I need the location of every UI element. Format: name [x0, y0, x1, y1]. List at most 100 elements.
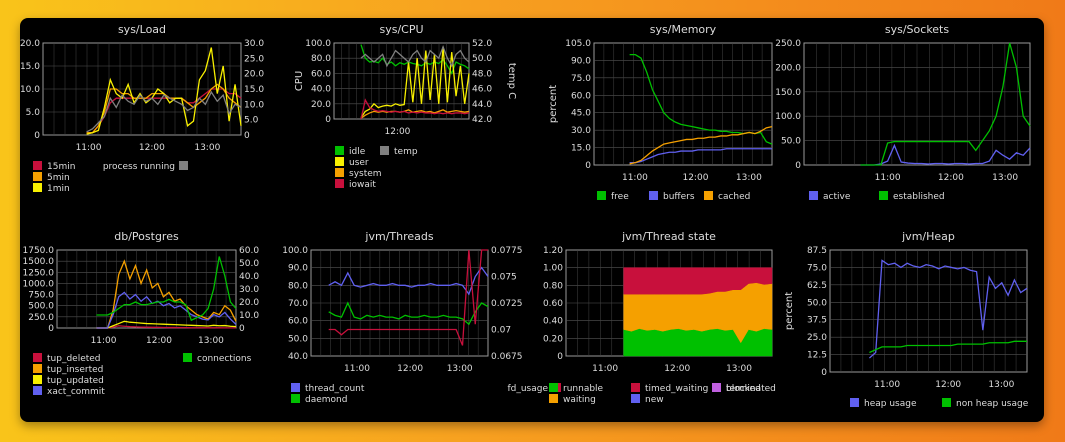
legend-swatch	[942, 398, 951, 407]
y-tick-label: 200.0	[775, 63, 801, 73]
y-tick-label: 20.0	[311, 100, 331, 110]
legend-swatch	[33, 375, 42, 384]
legend-label: timed_waiting	[645, 384, 708, 394]
legend-label: buffers	[663, 192, 695, 202]
y-tick-label: 0	[795, 161, 801, 171]
legend-swatch	[380, 146, 389, 155]
y-right-axis-label: temp C	[506, 63, 517, 99]
series-line-tup_inserted	[96, 259, 237, 329]
y-tick-label: 90.0	[288, 264, 308, 274]
chart-title: sys/Memory	[650, 23, 717, 36]
chart-title: sys/Sockets	[885, 23, 949, 36]
y-tick-label: 500.0	[28, 302, 54, 312]
y-tick-label: 80.0	[311, 54, 331, 64]
y-right-tick-label: 0.0775	[491, 246, 523, 256]
x-tick-label: 13:00	[198, 336, 224, 346]
legend-label: tup_updated	[47, 376, 104, 386]
legend-label: 5min	[47, 173, 70, 183]
legend-label: process running	[103, 162, 175, 172]
legend-swatch	[712, 383, 721, 392]
y-right-tick-label: 46.0	[472, 85, 492, 95]
y-right-tick-label: 5.0	[244, 116, 259, 126]
legend-label: terminated	[726, 384, 776, 394]
legend-swatch	[631, 394, 640, 403]
series-line-daemond	[328, 301, 489, 326]
x-tick-label: 11:00	[622, 173, 648, 183]
y-right-tick-label: 60.0	[239, 246, 259, 256]
legend-swatch	[335, 168, 344, 177]
x-tick-label: 13:00	[726, 364, 752, 374]
chart-title: jvm/Threads	[364, 230, 433, 243]
legend-label: established	[893, 192, 945, 202]
legend-swatch	[33, 364, 42, 373]
y-right-tick-label: 50.0	[472, 54, 492, 64]
y-right-tick-label: 25.0	[244, 54, 264, 64]
legend-swatch	[704, 191, 713, 200]
legend-label: non heap usage	[956, 399, 1029, 409]
legend-label: waiting	[563, 395, 596, 405]
chart-title: jvm/Heap	[901, 230, 955, 243]
legend-swatch	[850, 398, 859, 407]
y-tick-label: 80.0	[288, 281, 308, 291]
legend-swatch	[291, 383, 300, 392]
x-tick-label: 13:00	[194, 143, 220, 153]
x-tick-label: 12:00	[397, 364, 423, 374]
y-right-tick-label: 0.075	[491, 273, 517, 283]
y-tick-label: 50.0	[781, 137, 801, 147]
legend-label: tup_inserted	[47, 365, 103, 375]
area-runnable	[623, 328, 773, 357]
series-line-idle	[360, 44, 470, 75]
y-tick-label: 1.00	[543, 264, 563, 274]
y-right-tick-label: 30.0	[239, 285, 259, 295]
y-right-tick-label: 52.0	[472, 39, 492, 49]
y-tick-label: 10.0	[20, 85, 40, 95]
x-tick-label: 12:00	[664, 364, 690, 374]
y-right-tick-label: 0	[244, 131, 250, 141]
y-right-tick-label: 48.0	[472, 69, 492, 79]
x-tick-label: 13:00	[988, 380, 1014, 390]
y-tick-label: 1500.0	[23, 257, 55, 267]
y-tick-label: 0	[557, 352, 563, 362]
legend-swatch	[549, 383, 558, 392]
legend-label: xact_commit	[47, 387, 105, 397]
legend-swatch	[335, 157, 344, 166]
y-axis-label: CPU	[294, 71, 305, 91]
y-tick-label: 60.0	[311, 69, 331, 79]
y-right-tick-label: 10.0	[239, 311, 259, 321]
area-timed_waiting	[623, 267, 773, 295]
y-right-tick-label: 15.0	[244, 85, 264, 95]
y-tick-label: 45.0	[571, 109, 591, 119]
x-tick-label: 13:00	[992, 173, 1018, 183]
y-right-tick-label: 0.0675	[491, 352, 523, 362]
legend-label: free	[611, 192, 629, 202]
y-tick-label: 150.0	[775, 88, 801, 98]
series-line-process-running	[86, 90, 242, 133]
y-right-tick-label: 20.0	[239, 298, 259, 308]
y-right-tick-label: 20.0	[244, 70, 264, 80]
legend-swatch	[33, 386, 42, 395]
y-tick-label: 12.5	[807, 351, 827, 361]
series-line-connections	[96, 256, 237, 322]
y-tick-label: 60.0	[571, 91, 591, 101]
y-tick-label: 0.20	[543, 334, 563, 344]
chart-sys-memory: sys/Memory 0 15.0 30.0 45.0 60.0 75.0 90.0 105.0…	[548, 23, 773, 202]
y-tick-label: 50.0	[288, 334, 308, 344]
y-tick-label: 75.0	[807, 263, 827, 273]
chart-sys-load: sys/Load 0 5.0 10.0 15.0 20.0 0 5.0 10.0 15.0 20.0…	[20, 23, 264, 194]
y-tick-label: 15.0	[571, 144, 591, 154]
x-tick-label: 11:00	[874, 380, 900, 390]
y-tick-label: 0	[325, 115, 331, 125]
y-tick-label: 75.0	[571, 74, 591, 84]
legend-swatch	[631, 383, 640, 392]
y-tick-label: 37.5	[807, 316, 827, 326]
series-line-iowait	[360, 98, 470, 120]
y-tick-label: 1.20	[543, 246, 563, 256]
legend-swatch	[179, 161, 188, 170]
legend-label: blocked	[726, 384, 761, 394]
legend-swatch	[649, 191, 658, 200]
x-tick-label: 11:00	[592, 364, 618, 374]
x-tick-label: 11:00	[875, 173, 901, 183]
chart-sys-cpu: sys/CPU 0 20.0 40.0 60.0 80.0 100.0 42.0 44.0 46.…	[294, 23, 517, 190]
y-tick-label: 40.0	[288, 352, 308, 362]
chart-title: sys/CPU	[379, 23, 423, 36]
